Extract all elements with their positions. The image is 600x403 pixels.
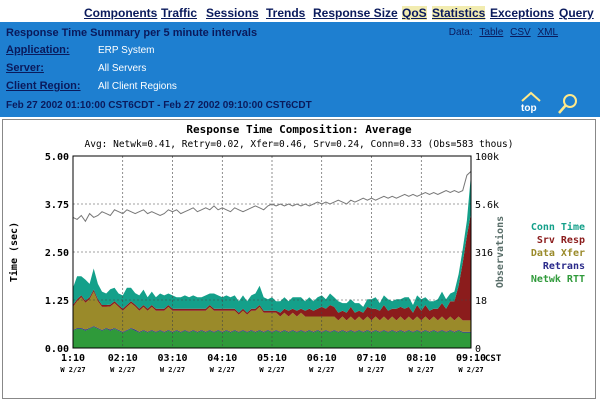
zoom-button[interactable] — [556, 92, 580, 116]
x-tick-time: 05:10 — [257, 353, 287, 364]
y2-axis-label: Observations — [494, 216, 506, 288]
response-time-chart: Response Time Composition: Average Avg: … — [8, 123, 585, 374]
y2-tick-label: 100k — [475, 152, 499, 163]
top-button[interactable]: top — [516, 90, 546, 114]
x-tick-date: W 2/27 — [160, 366, 185, 374]
x-tick-date: W 2/27 — [60, 366, 85, 374]
y2-tick-label: 316 — [475, 248, 493, 259]
export-xml-link[interactable]: XML — [537, 27, 558, 38]
x-tick-date: W 2/27 — [259, 366, 284, 374]
server-value: All Servers — [98, 63, 147, 74]
x-tick-time: 1:10 — [61, 353, 85, 364]
application-value: ERP System — [98, 45, 155, 56]
chart-title: Response Time Composition: Average — [186, 123, 412, 136]
export-csv-link[interactable]: CSV — [510, 27, 531, 38]
time-range: Feb 27 2002 01:10:00 CST6CDT - Feb 27 20… — [6, 100, 312, 111]
x-tick-date: W 2/27 — [210, 366, 235, 374]
report-title: Response Time Summary per 5 minute inter… — [6, 27, 258, 39]
x-tick-date: W 2/27 — [409, 366, 434, 374]
legend-item-conn-time: Conn Time — [531, 221, 585, 233]
area-conn-time — [73, 174, 471, 313]
x-tick-date: W 2/27 — [359, 366, 384, 374]
y-tick-label: 0.00 — [45, 344, 69, 355]
chart-frame: Response Time Composition: Average Avg: … — [2, 119, 596, 399]
data-export-links: Data: Table CSV XML — [449, 27, 558, 38]
nav-response-size[interactable]: Response Size — [313, 6, 398, 20]
x-tick-time: 09:10 — [456, 353, 486, 364]
data-prefix: Data: — [448, 27, 473, 38]
nav-exceptions[interactable]: Exceptions — [490, 6, 555, 20]
x-tick-time: 04:10 — [207, 353, 237, 364]
report-header: Response Time Summary per 5 minute inter… — [0, 22, 600, 117]
plot-border — [72, 155, 472, 349]
chart-subtitle: Avg: Netwk=0.41, Retry=0.02, Xfer=0.46, … — [85, 139, 514, 150]
magnifier-icon — [558, 94, 577, 114]
client-region-value: All Client Regions — [98, 81, 177, 92]
x-tick-time: 07:10 — [356, 353, 386, 364]
nav-trends[interactable]: Trends — [266, 6, 306, 20]
chart-grid — [73, 156, 471, 348]
nav-statistics[interactable]: Statistics — [432, 6, 486, 20]
y-tick-label: 3.75 — [45, 200, 69, 211]
top-navigation: Components Traffic Sessions Trends Respo… — [0, 0, 600, 22]
top-label: top — [521, 103, 537, 114]
nav-query[interactable]: Query — [559, 6, 594, 20]
y-tick-label: 5.00 — [45, 152, 69, 163]
y-axis-ticks: 5.00 3.75 2.50 1.25 0.00 — [45, 152, 69, 355]
export-table-link[interactable]: Table — [479, 27, 504, 38]
client-region-label[interactable]: Client Region: — [6, 80, 81, 92]
y2-axis-ticks: 100k 5.6k 316 18 0 — [475, 152, 499, 355]
y-tick-label: 2.50 — [45, 248, 69, 259]
x-tick-date: W 2/27 — [110, 366, 135, 374]
home-up-icon — [521, 91, 541, 102]
legend-item-data-xfer: Data Xfer — [531, 248, 585, 259]
nav-traffic[interactable]: Traffic — [161, 6, 198, 20]
legend-item-retrans: Retrans — [543, 261, 585, 272]
x-tick-date: W 2/27 — [458, 366, 483, 374]
y2-tick-label: 5.6k — [475, 200, 499, 211]
nav-components[interactable]: Components — [84, 6, 158, 20]
application-label[interactable]: Application: — [6, 44, 70, 56]
nav-sessions[interactable]: Sessions — [206, 6, 259, 20]
server-label[interactable]: Server: — [6, 62, 44, 74]
y-axis-label: Time (sec) — [8, 222, 20, 282]
legend-item-netwk-rtt: Netwk RTT — [531, 274, 585, 285]
y2-tick-label: 18 — [475, 296, 487, 307]
x-tick-time: 02:10 — [108, 353, 138, 364]
observations-line — [72, 171, 472, 223]
legend-item-srv-resp: Srv Resp — [537, 235, 585, 246]
x-tick-time: 08:10 — [406, 353, 436, 364]
x-tick-time: 06:10 — [307, 353, 337, 364]
nav-qos[interactable]: QoS — [402, 6, 427, 20]
chart-legend: Conn Time Srv Resp Data Xfer Retrans Netwk R… — [531, 221, 585, 285]
y2-tick-label: 0 — [475, 344, 481, 355]
x-axis-ticks: 1:10 W 2/27 02:10 W 2/27 03:10 W 2/27 04:10 W 2… — [60, 353, 486, 374]
x-tick-date: W 2/27 — [309, 366, 334, 374]
x-axis-unit: CST — [485, 354, 502, 364]
x-tick-time: 03:10 — [157, 353, 187, 364]
y-tick-label: 1.25 — [45, 296, 69, 307]
